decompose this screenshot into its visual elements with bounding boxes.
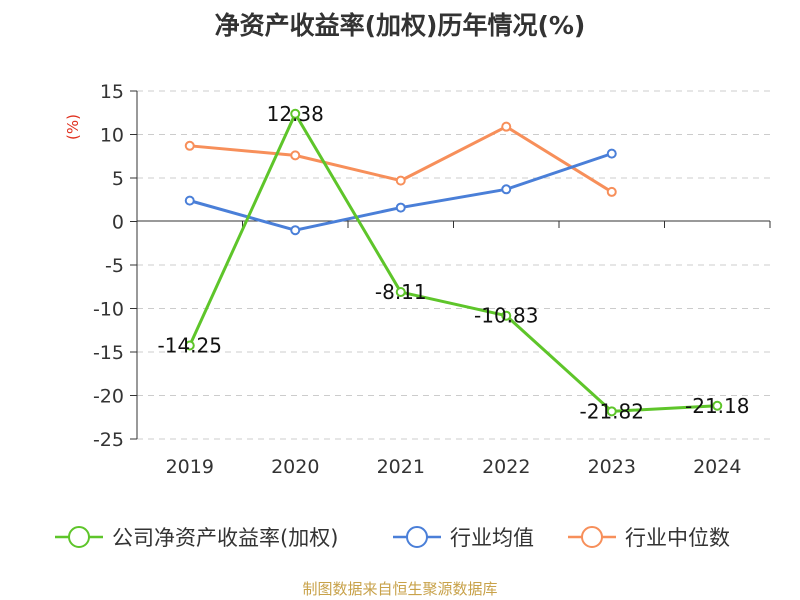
series-line xyxy=(189,152,613,232)
data-point xyxy=(184,140,195,151)
data-point xyxy=(395,202,406,213)
data-point xyxy=(606,186,617,197)
legend-marker xyxy=(68,526,90,548)
data-point xyxy=(184,340,195,351)
y-tick-label: 15 xyxy=(100,81,124,103)
y-tick-label: -20 xyxy=(93,386,124,408)
data-point xyxy=(501,310,512,321)
x-tick-label: 2019 xyxy=(166,456,214,478)
data-point xyxy=(290,108,301,119)
data-point xyxy=(290,225,301,236)
data-point xyxy=(290,150,301,161)
x-tick-label: 2020 xyxy=(271,456,319,478)
data-point xyxy=(606,148,617,159)
legend-label: 行业均值 xyxy=(450,526,534,550)
data-label: -10.83 xyxy=(474,304,538,328)
data-point xyxy=(395,175,406,186)
axes: 15 10 5 0 -5 -10 -15 -20 -25 (%) 2019 2020 2021 2022 2… xyxy=(64,81,771,478)
legend-label: 行业中位数 xyxy=(625,526,730,550)
data-point xyxy=(395,287,406,298)
chart-title: 净资产收益率(加权)历年情况(%) xyxy=(214,11,586,40)
series-line xyxy=(188,112,718,413)
y-tick-label: -15 xyxy=(93,342,124,364)
x-tick-label: 2024 xyxy=(693,456,741,478)
x-tick-label: 2022 xyxy=(482,456,530,478)
data-source-note: 制图数据来自恒生聚源数据库 xyxy=(302,580,498,598)
y-tick-label: 0 xyxy=(112,212,124,234)
data-point xyxy=(712,400,723,411)
y-tick-label: 5 xyxy=(112,168,124,190)
data-point xyxy=(606,406,617,417)
data-label: -21.18 xyxy=(685,394,749,418)
data-label: -21.82 xyxy=(580,399,644,423)
y-tick-label: -25 xyxy=(93,429,124,451)
x-tick-label: 2021 xyxy=(377,456,425,478)
data-labels: -14.25 12.38 -8.11 -10.83 -21.82 -21.18 xyxy=(158,102,750,424)
y-tick-label: 10 xyxy=(100,125,124,147)
data-label: -14.25 xyxy=(158,333,222,357)
data-label: 12.38 xyxy=(267,102,324,126)
data-point xyxy=(501,184,512,195)
data-point xyxy=(184,195,195,206)
data-label: -8.11 xyxy=(375,280,427,304)
y-tick-label: -5 xyxy=(105,255,124,277)
y-tick-label: -10 xyxy=(93,299,124,321)
data-point xyxy=(501,121,512,132)
legend-label: 公司净资产收益率(加权) xyxy=(112,526,338,550)
series-layer xyxy=(184,108,723,417)
x-tick-label: 2023 xyxy=(588,456,636,478)
y-axis-label: (%) xyxy=(64,114,82,140)
legend: 公司净资产收益率(加权) 行业均值 行业中位数 xyxy=(55,526,730,550)
gridlines xyxy=(137,90,770,440)
legend-marker xyxy=(581,526,603,548)
legend-marker xyxy=(406,526,428,548)
